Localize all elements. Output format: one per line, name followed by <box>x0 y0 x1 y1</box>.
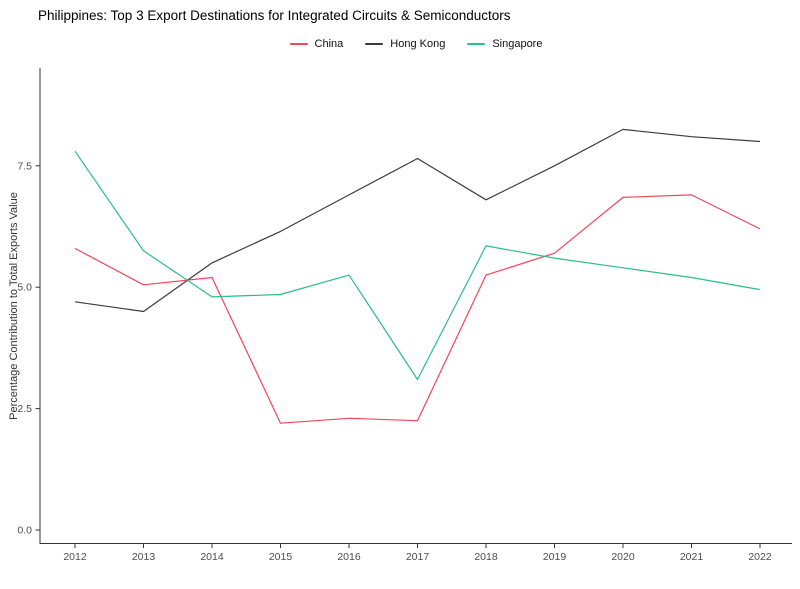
legend-item-hong-kong: Hong Kong <box>365 38 445 50</box>
y-tick-label: 7.5 <box>17 160 32 172</box>
axis-lines <box>39 68 792 544</box>
legend-label-hong-kong: Hong Kong <box>390 38 446 50</box>
series-line-hong-kong <box>74 128 761 313</box>
legend-label-singapore: Singapore <box>492 38 543 50</box>
x-tick-label: 2012 <box>63 551 87 563</box>
x-tick-label: 2013 <box>132 551 156 563</box>
hong-kong-line-swatch <box>365 43 384 45</box>
x-tick-label: 2017 <box>406 551 430 563</box>
x-tick-label: 2015 <box>269 551 293 563</box>
series-line-china <box>74 194 761 424</box>
singapore-line-swatch <box>467 43 486 45</box>
x-tick-label: 2014 <box>200 551 224 563</box>
x-tick-label: 2016 <box>337 551 361 563</box>
legend-item-singapore: Singapore <box>467 38 542 50</box>
y-tick-label: 5.0 <box>17 282 32 294</box>
x-tick-label: 2020 <box>611 551 635 563</box>
x-tick-label: 2021 <box>680 551 704 563</box>
series-line-singapore <box>74 150 761 381</box>
legend: China Hong Kong Singapore <box>40 38 792 50</box>
china-line-swatch <box>289 43 308 45</box>
chart-title: Philippines: Top 3 Export Destinations f… <box>38 8 511 23</box>
x-tick-label: 2019 <box>543 551 567 563</box>
y-tick-label: 0.0 <box>17 525 32 537</box>
legend-label-china: China <box>314 38 344 50</box>
y-tick-label: 2.5 <box>17 403 32 415</box>
x-tick-label: 2018 <box>474 551 498 563</box>
legend-item-china: China <box>289 38 344 50</box>
x-tick-label: 2022 <box>748 551 772 563</box>
